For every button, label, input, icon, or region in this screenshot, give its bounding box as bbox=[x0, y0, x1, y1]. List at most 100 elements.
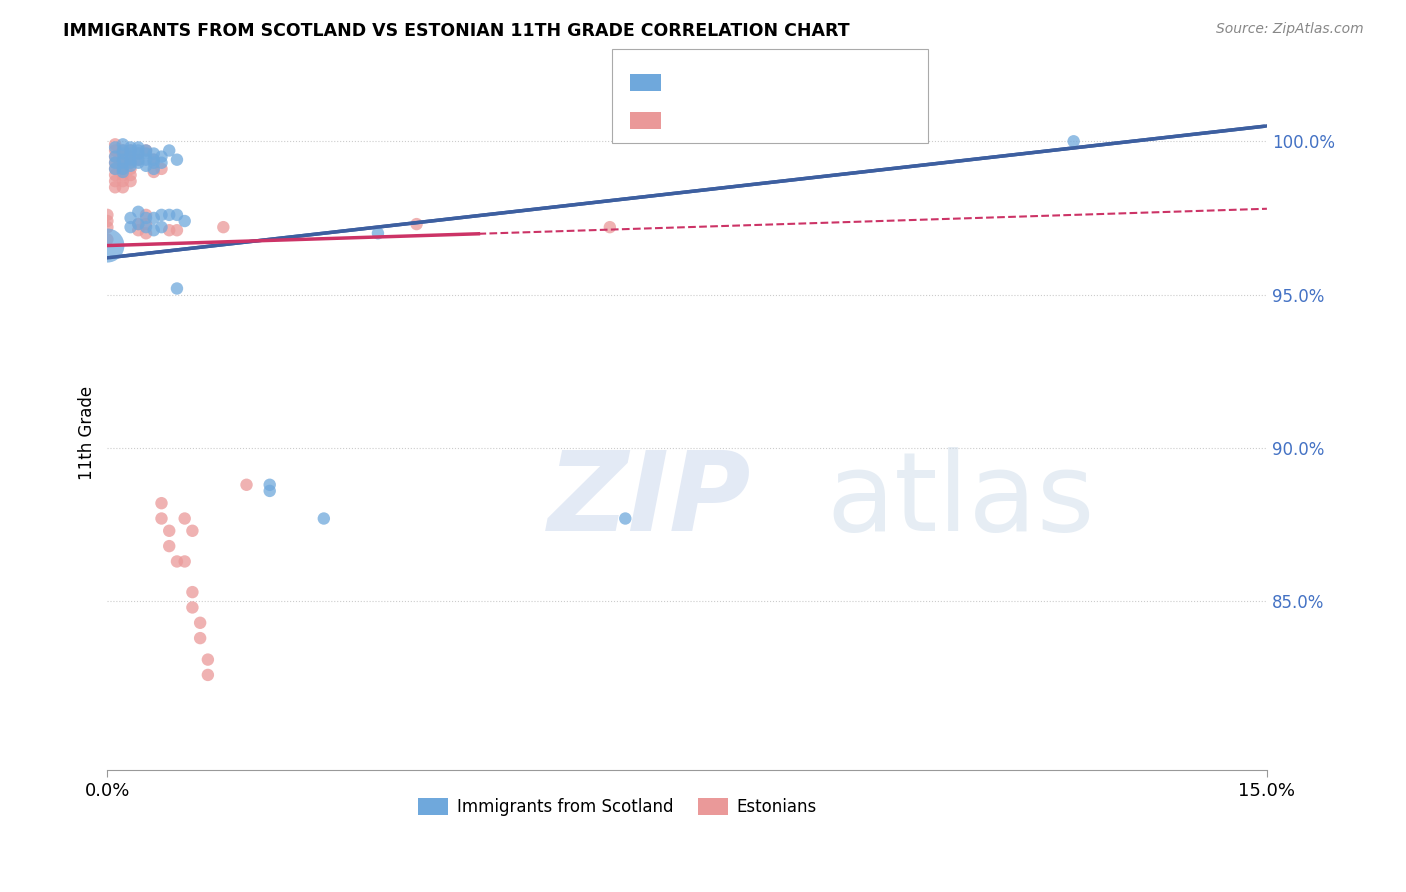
Point bbox=[157, 524, 180, 538]
Point bbox=[104, 180, 127, 194]
Point bbox=[104, 144, 127, 158]
Text: R = 0.340: R = 0.340 bbox=[669, 61, 761, 78]
Point bbox=[127, 204, 149, 219]
Point bbox=[150, 511, 173, 525]
Point bbox=[127, 223, 149, 237]
Point bbox=[197, 668, 219, 682]
Text: IMMIGRANTS FROM SCOTLAND VS ESTONIAN 11TH GRADE CORRELATION CHART: IMMIGRANTS FROM SCOTLAND VS ESTONIAN 11T… bbox=[63, 22, 849, 40]
Point bbox=[142, 155, 165, 169]
Point bbox=[104, 155, 127, 169]
Point bbox=[166, 554, 188, 568]
Point bbox=[120, 220, 142, 235]
Point bbox=[166, 223, 188, 237]
Point bbox=[111, 144, 134, 158]
Point bbox=[111, 168, 134, 182]
Point bbox=[120, 144, 142, 158]
Point bbox=[142, 211, 165, 225]
Point bbox=[150, 208, 173, 222]
Point bbox=[104, 137, 127, 152]
Point bbox=[405, 217, 427, 231]
Point bbox=[111, 153, 134, 167]
Point bbox=[212, 220, 235, 235]
Point bbox=[173, 214, 195, 228]
Point bbox=[111, 180, 134, 194]
Point bbox=[135, 220, 157, 235]
Point bbox=[120, 140, 142, 154]
Point bbox=[142, 165, 165, 179]
Point bbox=[127, 144, 149, 158]
Point bbox=[157, 223, 180, 237]
Point bbox=[111, 137, 134, 152]
Point bbox=[111, 161, 134, 176]
Point bbox=[150, 150, 173, 164]
Point bbox=[1063, 134, 1085, 148]
Point bbox=[111, 155, 134, 169]
Point bbox=[135, 153, 157, 167]
Point bbox=[120, 153, 142, 167]
Point bbox=[127, 217, 149, 231]
Point bbox=[104, 150, 127, 164]
Point bbox=[150, 496, 173, 510]
Point bbox=[157, 144, 180, 158]
Point bbox=[188, 615, 211, 630]
Point bbox=[181, 524, 204, 538]
Point bbox=[111, 146, 134, 161]
Point bbox=[127, 153, 149, 167]
Point bbox=[127, 146, 149, 161]
Point bbox=[135, 208, 157, 222]
Point bbox=[135, 159, 157, 173]
Point bbox=[173, 511, 195, 525]
Point bbox=[135, 217, 157, 231]
Text: N = 64: N = 64 bbox=[789, 61, 851, 78]
Point bbox=[120, 150, 142, 164]
Point bbox=[135, 227, 157, 241]
Point bbox=[120, 211, 142, 225]
Point bbox=[181, 600, 204, 615]
Point bbox=[127, 155, 149, 169]
Point bbox=[173, 554, 195, 568]
Point bbox=[104, 161, 127, 176]
Point bbox=[120, 155, 142, 169]
Point bbox=[96, 238, 118, 252]
Text: N = 68: N = 68 bbox=[789, 95, 851, 112]
Point bbox=[111, 150, 134, 164]
Point bbox=[135, 144, 157, 158]
Point bbox=[111, 165, 134, 179]
Point bbox=[166, 208, 188, 222]
Legend: Immigrants from Scotland, Estonians: Immigrants from Scotland, Estonians bbox=[412, 791, 824, 822]
Y-axis label: 11th Grade: 11th Grade bbox=[79, 385, 96, 480]
Point bbox=[96, 232, 118, 246]
Point bbox=[188, 631, 211, 645]
Point bbox=[367, 227, 389, 241]
Point bbox=[150, 220, 173, 235]
Point bbox=[104, 168, 127, 182]
Text: atlas: atlas bbox=[827, 447, 1095, 554]
Point bbox=[150, 161, 173, 176]
Point bbox=[259, 483, 281, 498]
Point bbox=[166, 281, 188, 295]
Point bbox=[104, 174, 127, 188]
Point bbox=[197, 652, 219, 666]
Point bbox=[120, 168, 142, 182]
Point bbox=[127, 217, 149, 231]
Point bbox=[120, 174, 142, 188]
Point bbox=[135, 211, 157, 225]
Point bbox=[120, 155, 142, 169]
Point bbox=[104, 161, 127, 176]
Point bbox=[157, 539, 180, 553]
Point bbox=[127, 153, 149, 167]
Point bbox=[127, 146, 149, 161]
Point bbox=[104, 155, 127, 169]
Point bbox=[142, 161, 165, 176]
Point bbox=[135, 146, 157, 161]
Point bbox=[120, 159, 142, 173]
Point bbox=[104, 140, 127, 154]
Point bbox=[166, 153, 188, 167]
Point bbox=[135, 144, 157, 158]
Point bbox=[599, 220, 621, 235]
Point bbox=[111, 144, 134, 158]
Text: R = 0.060: R = 0.060 bbox=[669, 95, 759, 112]
Point bbox=[142, 153, 165, 167]
Point bbox=[111, 155, 134, 169]
Point bbox=[614, 511, 637, 525]
